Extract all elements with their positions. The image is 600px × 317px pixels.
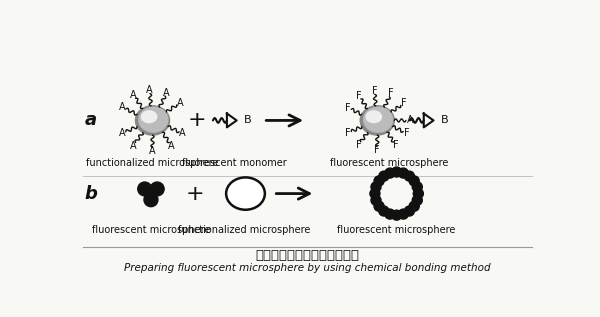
- Text: F: F: [345, 103, 350, 113]
- Text: b: b: [84, 184, 97, 203]
- Circle shape: [409, 176, 419, 186]
- Text: +: +: [187, 110, 206, 130]
- Text: A: A: [163, 87, 170, 98]
- Circle shape: [404, 171, 415, 181]
- Text: functionalized microsphere: functionalized microsphere: [178, 225, 310, 235]
- Ellipse shape: [226, 178, 265, 210]
- Circle shape: [150, 182, 164, 196]
- Circle shape: [374, 176, 384, 186]
- Circle shape: [392, 210, 401, 220]
- Text: F: F: [393, 140, 399, 150]
- Text: F: F: [356, 91, 361, 101]
- Text: A: A: [130, 90, 137, 100]
- Text: A: A: [146, 85, 153, 95]
- Ellipse shape: [366, 111, 382, 123]
- Circle shape: [138, 182, 152, 196]
- Circle shape: [413, 189, 424, 198]
- Circle shape: [398, 168, 409, 178]
- Circle shape: [379, 206, 389, 216]
- Text: B: B: [244, 115, 251, 126]
- Text: A: A: [149, 146, 156, 156]
- Circle shape: [385, 168, 395, 178]
- Text: fluorescent microsphere: fluorescent microsphere: [337, 225, 456, 235]
- Circle shape: [370, 189, 380, 198]
- Text: F: F: [374, 146, 380, 155]
- Circle shape: [398, 209, 409, 219]
- Ellipse shape: [136, 106, 170, 135]
- Text: A: A: [119, 102, 125, 113]
- Text: A: A: [176, 98, 183, 108]
- Circle shape: [379, 171, 389, 181]
- Text: F: F: [371, 86, 377, 95]
- Text: functionalized microsphere: functionalized microsphere: [86, 158, 218, 168]
- Circle shape: [412, 195, 422, 205]
- Text: fluorescent monomer: fluorescent monomer: [182, 158, 286, 168]
- Text: Preparing fluorescent microsphere by using chemical bonding method: Preparing fluorescent microsphere by usi…: [124, 263, 491, 273]
- Text: A: A: [119, 128, 125, 139]
- Circle shape: [371, 195, 381, 205]
- Circle shape: [374, 201, 384, 211]
- Ellipse shape: [360, 106, 394, 135]
- Text: F: F: [345, 128, 350, 138]
- Text: a: a: [84, 112, 97, 129]
- Ellipse shape: [142, 111, 157, 123]
- Text: F: F: [388, 88, 394, 98]
- Text: F: F: [404, 128, 410, 138]
- Text: fluorescent microsphere: fluorescent microsphere: [329, 158, 448, 168]
- Text: A: A: [179, 128, 186, 139]
- Text: +: +: [186, 184, 205, 204]
- Ellipse shape: [364, 107, 392, 132]
- Text: A: A: [169, 141, 175, 151]
- Text: fluorescent microsphere: fluorescent microsphere: [92, 225, 210, 235]
- Ellipse shape: [139, 107, 168, 132]
- Circle shape: [392, 167, 401, 177]
- Text: A: A: [406, 115, 413, 126]
- Circle shape: [404, 206, 415, 216]
- Circle shape: [371, 182, 381, 192]
- Text: B: B: [441, 115, 448, 126]
- Text: A: A: [130, 141, 137, 151]
- Text: 利用化学键合法制备荧光微球: 利用化学键合法制备荧光微球: [256, 249, 359, 262]
- Circle shape: [144, 193, 158, 207]
- Text: F: F: [401, 98, 407, 108]
- Circle shape: [409, 201, 419, 211]
- Circle shape: [385, 209, 395, 219]
- Circle shape: [412, 182, 422, 192]
- Text: F: F: [356, 140, 361, 150]
